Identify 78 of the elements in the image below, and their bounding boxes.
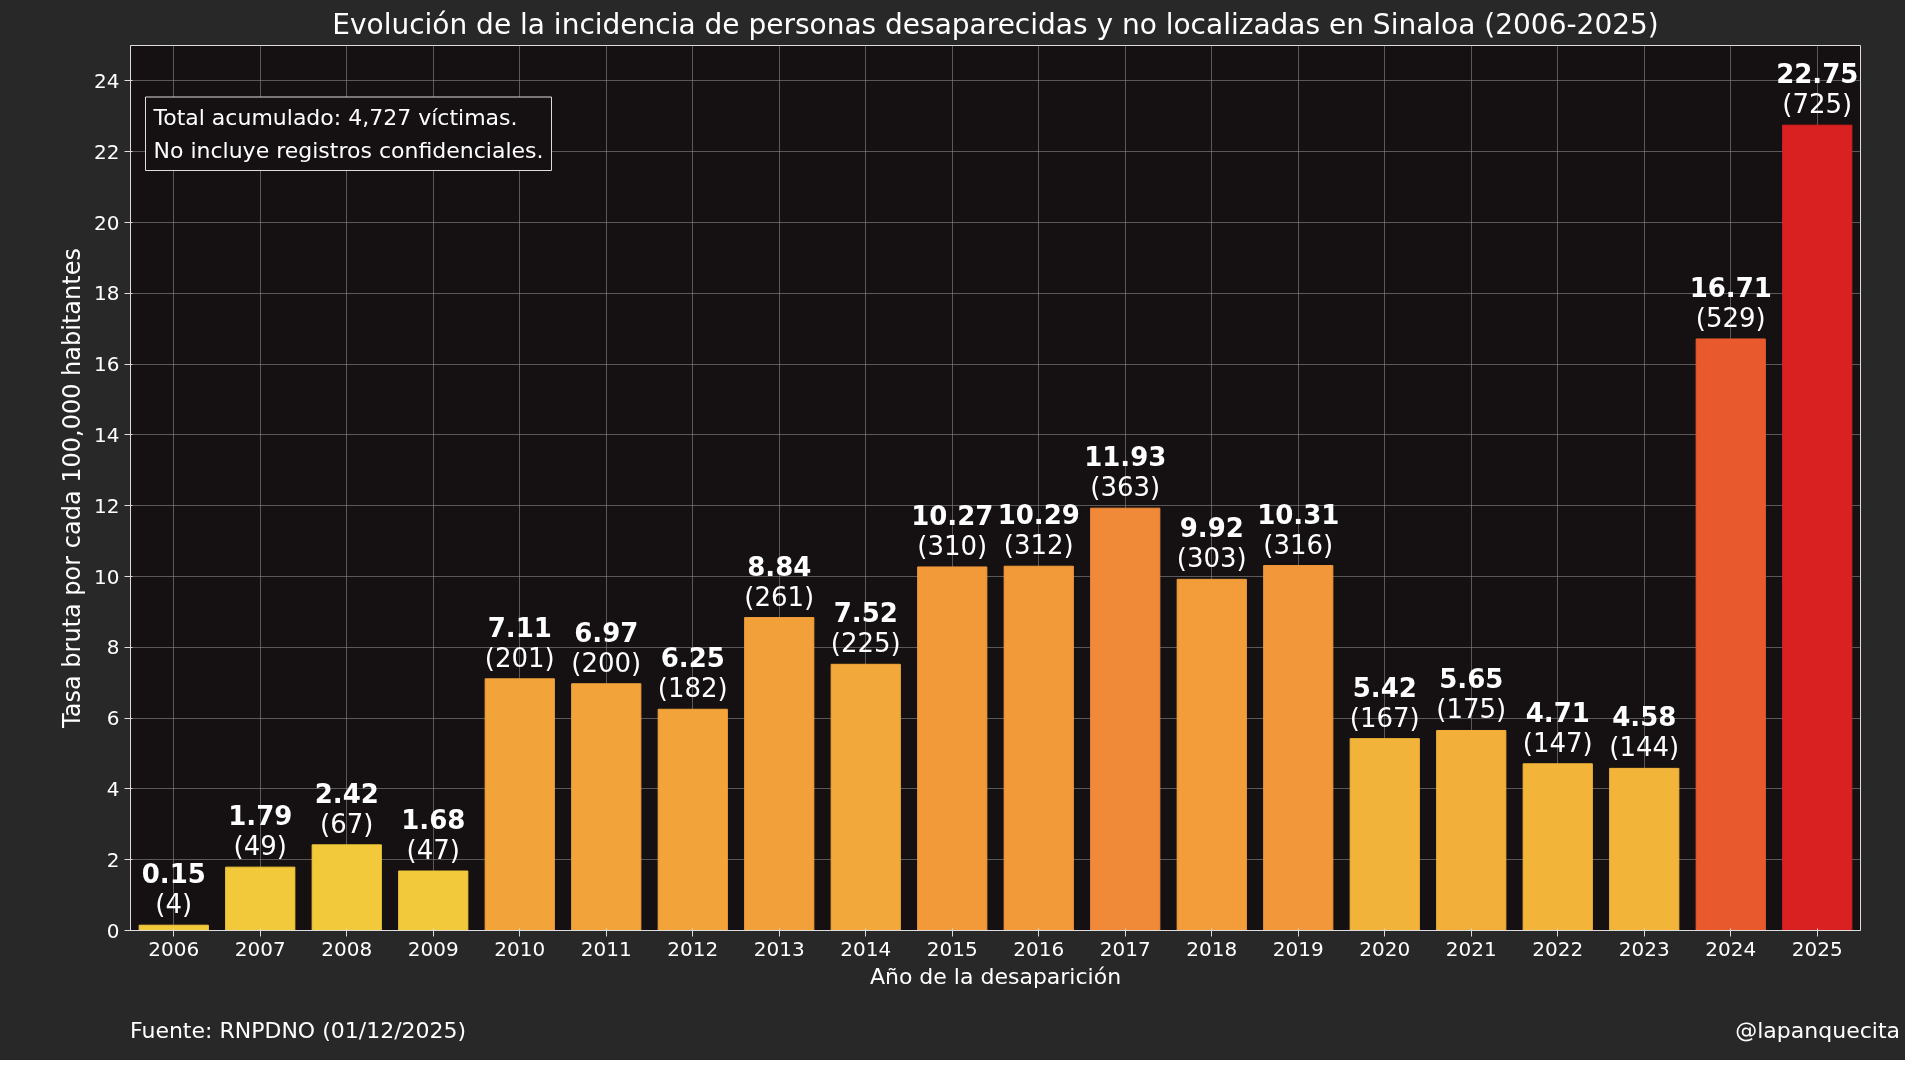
x-tick-label: 2009	[407, 936, 459, 961]
x-axis-title: Año de la desaparición	[869, 963, 1122, 989]
x-tick-label: 2006	[148, 936, 200, 961]
x-tick-label: 2012	[667, 936, 719, 961]
x-tick-label: 2024	[1705, 936, 1757, 961]
bar	[1090, 507, 1161, 931]
y-tick-label: 24	[94, 68, 120, 93]
annotation: Total acumulado: 4,727 víctimas. No incluye registros confidenciales.	[152, 105, 544, 163]
x-tick-label: 2021	[1445, 936, 1497, 961]
bar	[830, 663, 901, 931]
x-tick-label: 2010	[494, 936, 546, 961]
x-tick-label: 2015	[926, 936, 978, 961]
y-tick-label: 16	[94, 352, 120, 377]
source-note: Fuente: RNPDNO (01/12/2025)	[130, 1018, 467, 1043]
x-tick-label: 2025	[1791, 936, 1843, 961]
data-label: 1.68 (47)	[401, 805, 466, 866]
bar	[1003, 565, 1074, 931]
bar	[917, 566, 988, 931]
data-label: 22.75 (725)	[1776, 59, 1859, 120]
y-axis-title: Tasa bruta por cada 100,000 habitantes	[58, 248, 87, 729]
bar	[1782, 124, 1853, 931]
y-tick-label: 8	[106, 635, 120, 660]
bar	[1695, 338, 1766, 931]
bar	[744, 617, 815, 931]
y-tick-label: 22	[94, 139, 120, 164]
y-tick-label: 18	[94, 281, 120, 306]
bar	[484, 678, 555, 931]
y-tick-label: 10	[94, 564, 120, 589]
data-label: 0.15 (4)	[141, 859, 206, 920]
x-tick-label: 2008	[321, 936, 373, 961]
y-tick-label: 20	[94, 210, 120, 235]
data-label: 1.79 (49)	[228, 801, 293, 862]
data-label: 4.71 (147)	[1522, 697, 1593, 758]
data-label: 2.42 (67)	[314, 778, 379, 839]
bar	[1349, 738, 1420, 931]
x-tick-label: 2017	[1099, 936, 1151, 961]
bar	[657, 708, 728, 931]
bar	[571, 683, 642, 931]
chart-title: Evolución de la incidencia de personas desaparecidas y no localizadas en Sinaloa (2006-2025)	[332, 7, 1659, 41]
data-label: 8.84 (261)	[744, 551, 815, 612]
y-tick-label: 14	[94, 422, 120, 447]
y-tick-label: 2	[106, 847, 120, 872]
data-label: 10.31 (316)	[1257, 499, 1340, 560]
bar	[225, 866, 296, 931]
y-tick-label: 12	[94, 493, 120, 518]
y-tick-label: 6	[106, 706, 120, 731]
data-label: 6.25 (182)	[657, 643, 728, 704]
bar	[398, 870, 469, 931]
x-tick-label: 2020	[1359, 936, 1411, 961]
y-tick-label: 4	[106, 776, 120, 801]
bar	[1176, 578, 1247, 931]
data-label: 10.27 (310)	[911, 500, 994, 561]
y-tick-label: 0	[106, 918, 120, 943]
data-label: 5.65 (175)	[1436, 664, 1507, 725]
bar	[1609, 767, 1680, 931]
x-tick-label: 2013	[753, 936, 805, 961]
data-label: 9.92 (303)	[1176, 513, 1247, 574]
x-tick-label: 2014	[840, 936, 892, 961]
data-label: 11.93 (363)	[1084, 442, 1167, 503]
bar	[1522, 763, 1593, 931]
data-label: 10.29 (312)	[997, 500, 1080, 561]
data-label: 4.58 (144)	[1609, 702, 1680, 763]
data-label: 7.11 (201)	[484, 612, 555, 673]
x-tick-label: 2018	[1186, 936, 1238, 961]
text: @lapanquecita	[1735, 1018, 1900, 1043]
x-tick-label: 2016	[1013, 936, 1065, 961]
data-label: 5.42 (167)	[1349, 672, 1420, 733]
x-tick-label: 2019	[1272, 936, 1324, 961]
data-label: 6.97 (200)	[571, 617, 642, 678]
x-tick-label: 2022	[1532, 936, 1584, 961]
bar	[1436, 729, 1507, 931]
x-tick-label: 2007	[234, 936, 286, 961]
bar	[311, 844, 382, 931]
bar	[1263, 565, 1334, 931]
data-label: 16.71 (529)	[1689, 272, 1772, 333]
data-label: 7.52 (225)	[830, 598, 901, 659]
x-tick-label: 2023	[1618, 936, 1670, 961]
x-tick-label: 2011	[580, 936, 632, 961]
